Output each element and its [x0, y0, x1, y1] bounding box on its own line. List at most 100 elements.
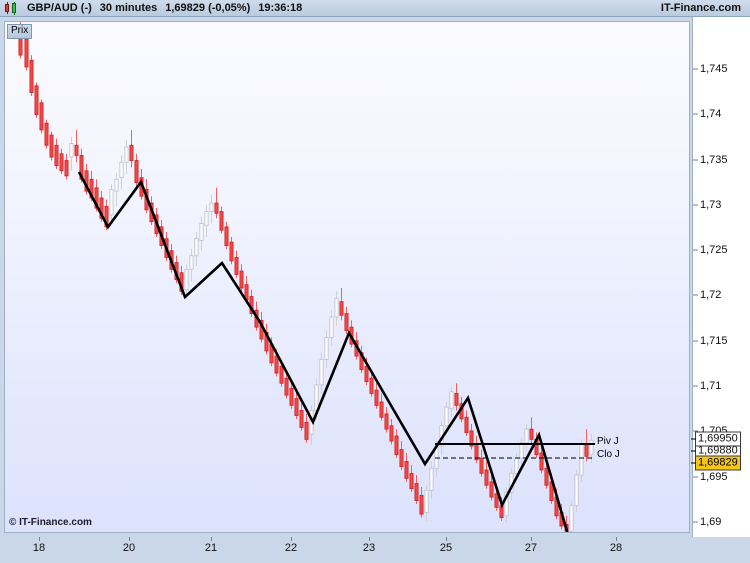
candle	[409, 464, 414, 493]
candle	[284, 371, 289, 399]
candle	[64, 153, 69, 180]
price-axis[interactable]: 1,7451,741,7351,731,7251,721,7151,711,70…	[691, 17, 750, 537]
time-tick	[369, 537, 370, 541]
candle	[424, 485, 429, 521]
candle	[344, 306, 349, 334]
candle	[519, 437, 524, 467]
price-tick-label: 1,69	[700, 516, 722, 528]
time-tick-label: 23	[362, 542, 376, 554]
time-axis[interactable]: 18 20 21 22 23 25 27 28	[4, 537, 690, 559]
candle	[34, 82, 39, 119]
price-tick	[693, 204, 698, 206]
chart-frame: 1,7451,741,7351,731,7251,721,7151,711,70…	[0, 17, 750, 563]
candle	[299, 403, 304, 431]
candle	[194, 231, 199, 266]
price-tick	[693, 521, 698, 523]
candle	[524, 424, 529, 452]
time-tick	[39, 537, 40, 541]
candle	[114, 172, 119, 207]
time-tick-label: 28	[609, 542, 623, 554]
candle	[339, 288, 344, 321]
price-tick	[693, 294, 698, 296]
candle	[224, 221, 229, 249]
candlestick-series	[18, 22, 594, 532]
title-bar: GBP/AUD (-) 30 minutes 1,69829 (-0,05%) …	[0, 0, 750, 17]
price-tick	[693, 159, 698, 161]
candle	[239, 264, 244, 292]
candle	[329, 310, 334, 346]
candle	[489, 473, 494, 501]
price-tick	[693, 113, 698, 115]
candle	[454, 383, 459, 411]
candlestick-icon	[4, 1, 19, 15]
candle	[189, 248, 194, 282]
candle	[119, 155, 124, 190]
time-tick	[291, 537, 292, 541]
plot-area[interactable]: Prix © IT-Finance.com Piv J Clo J	[4, 21, 690, 533]
time-tick	[531, 537, 532, 541]
candle	[124, 140, 129, 175]
timestamp-label: 19:36:18	[258, 2, 303, 14]
candle	[69, 136, 74, 171]
candle	[54, 138, 59, 170]
candle	[569, 500, 574, 532]
plot-canvas[interactable]	[5, 22, 689, 532]
candle	[319, 352, 324, 394]
candle	[404, 452, 409, 482]
price-tick-label: 1,72	[700, 289, 722, 301]
price-tick-label: 1,715	[700, 335, 728, 347]
candle	[414, 475, 419, 504]
zigzag-overlay	[77, 171, 569, 532]
time-tick-label: 22	[284, 542, 298, 554]
candle	[574, 469, 579, 513]
quote-value: 1,69829 (-0,05%)	[165, 2, 251, 14]
price-tick-label: 1,73	[700, 199, 722, 211]
candle	[24, 33, 29, 71]
candle	[419, 486, 424, 518]
price-panel-tab[interactable]: Prix	[7, 24, 33, 39]
candle	[379, 393, 384, 421]
price-tick	[693, 476, 698, 478]
candle	[429, 461, 434, 499]
candle	[234, 250, 239, 278]
candle	[479, 449, 484, 477]
time-tick-label: 20	[122, 542, 136, 554]
candle	[394, 429, 399, 459]
time-tick	[129, 537, 130, 541]
candle	[469, 424, 474, 450]
time-tick-label: 25	[439, 542, 453, 554]
candle	[134, 153, 139, 187]
candle	[289, 381, 294, 409]
candle	[399, 441, 404, 470]
pivot-price-box[interactable]: 1,69950	[691, 431, 741, 447]
candle	[49, 131, 54, 161]
time-tick	[446, 537, 447, 541]
watermark: © IT-Finance.com	[9, 517, 92, 528]
level-lines	[435, 443, 595, 459]
price-tick	[693, 68, 698, 70]
candle	[219, 206, 224, 234]
price-tick	[693, 249, 698, 251]
timeframe-label: 30 minutes	[99, 2, 158, 14]
price-tick-label: 1,71	[700, 380, 722, 392]
price-tick-label: 1,695	[700, 471, 728, 483]
candle	[214, 187, 219, 219]
candle	[44, 119, 49, 149]
candle	[209, 194, 214, 224]
candle	[324, 330, 329, 368]
candle	[389, 418, 394, 445]
last-price-box[interactable]: 1,69829	[691, 455, 741, 471]
candle	[74, 129, 79, 163]
time-tick	[616, 537, 617, 541]
time-tick-label: 21	[204, 542, 218, 554]
candle	[484, 461, 489, 489]
price-tick-label: 1,745	[700, 63, 728, 75]
candle	[449, 386, 454, 418]
pivot-line-label: Piv J	[597, 436, 619, 447]
candle	[109, 184, 114, 224]
candle	[384, 407, 389, 433]
candle	[464, 410, 469, 436]
brand-label: IT-Finance.com	[660, 2, 741, 14]
candle	[129, 129, 134, 168]
